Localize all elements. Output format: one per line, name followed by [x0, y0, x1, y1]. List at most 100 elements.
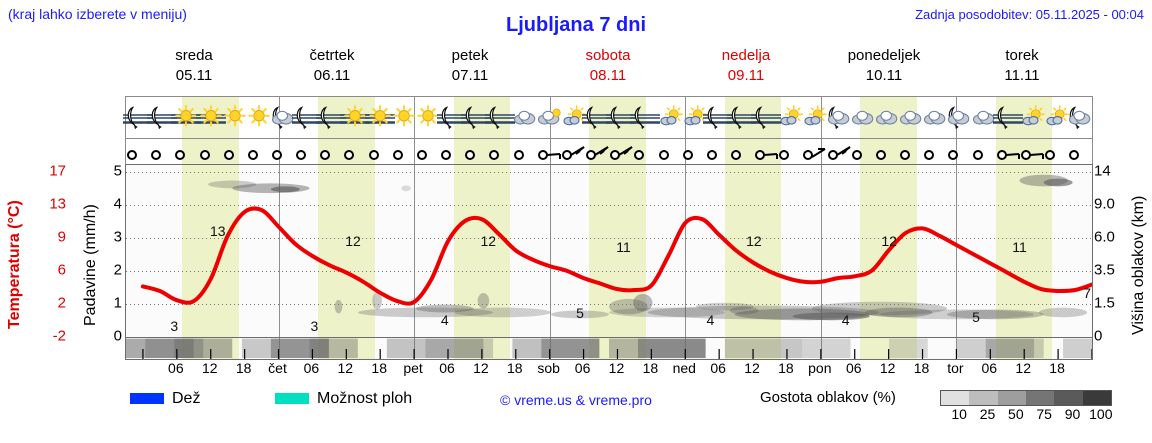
wind-barb-icon	[584, 141, 610, 163]
x-tick-label-7: 18	[371, 360, 387, 376]
day-column-6: ponedeljek 10.11	[815, 46, 953, 88]
sun-icon	[393, 105, 415, 127]
wind-barb-cell-31	[851, 139, 875, 165]
moon-fog-icon	[992, 103, 1023, 133]
sun-icon	[220, 103, 250, 133]
x-axis-tick-labels: 06 12 18 čet 06 12 18 pet 06 12 18 sob 06 12 18 ned 06 12…	[125, 360, 1091, 380]
weather-icon-cell-39	[1044, 97, 1069, 139]
day-name: nedelja	[721, 47, 771, 64]
weather-icon-cell-18	[537, 97, 561, 139]
wind-barb-cell-27	[753, 139, 779, 165]
moon-fog-icon	[485, 106, 516, 130]
cloud-scale-label-2: 25	[979, 406, 996, 422]
x-tick-label-3: 18	[235, 360, 252, 376]
cloud-scale-label-5: 90	[1064, 406, 1081, 422]
weather-icon-cell-30	[827, 97, 851, 139]
wind-barb-cell-26	[730, 139, 754, 165]
sun-fog-icon	[364, 103, 395, 133]
gridline-1	[126, 171, 1092, 173]
wind-barb-icon	[608, 141, 634, 163]
sun-icon	[223, 105, 246, 127]
cloud-scale-step-1	[941, 391, 970, 405]
temperature-curve	[126, 165, 1092, 359]
sun-cloud-icon	[780, 105, 804, 126]
wind-barb-strip	[125, 138, 1093, 165]
legend-rain: Dež	[130, 390, 200, 408]
cloud-scale-step-6	[1082, 391, 1111, 405]
copyright-link[interactable]: © vreme.us & vreme.pro	[500, 392, 652, 408]
wind-barb-cell-10	[343, 139, 367, 165]
day-date: 05.11	[175, 67, 213, 84]
sun-icon	[248, 105, 270, 127]
precip-ticks-4: 2	[113, 261, 122, 279]
moon-fog-icon	[751, 103, 782, 133]
wind-strip-barbs	[126, 139, 1092, 165]
location-menu-hint[interactable]: (kraj lahko izberete v meniju)	[8, 6, 187, 22]
day-date: 10.11	[865, 67, 903, 84]
x-tick-label-1: 06	[168, 360, 184, 376]
sun-cloud-icon	[659, 105, 683, 126]
calm-wind-icon	[415, 141, 441, 163]
legend-rain-label: Dež	[172, 390, 201, 407]
calm-wind-icon	[391, 141, 417, 163]
day-column-2: četrtek 06.11	[263, 46, 401, 88]
calm-wind-icon	[487, 141, 513, 163]
calm-wind-icon	[874, 141, 900, 163]
day-column-7: torek 11.11	[953, 46, 1091, 88]
wind-barb-cell-23	[657, 139, 681, 165]
last-update-label: Zadnja posodobitev: 05.11.2025 - 00:04	[915, 7, 1144, 22]
wind-barb-cell-1	[126, 139, 150, 165]
calm-wind-icon	[898, 141, 924, 163]
weather-icon-cell-40	[1068, 97, 1092, 139]
calm-wind-icon	[946, 141, 972, 163]
moon-fog-icon	[751, 106, 782, 130]
weather-icon-cell-6	[247, 97, 271, 139]
wind-barb-icon	[753, 141, 779, 163]
moon-fog-icon	[630, 103, 661, 133]
cloud-icon	[851, 110, 874, 125]
moon-cloud-icon	[268, 103, 298, 133]
weather-icon-cell-12	[392, 97, 416, 139]
wind-barb-cell-20	[585, 139, 609, 165]
moon-cloud-icon	[827, 106, 849, 130]
cloud-scale-label-4: 75	[1036, 406, 1052, 422]
cloud-icon	[510, 103, 540, 133]
wind-barb-icon	[560, 141, 586, 163]
temp-extreme-label-5: 12	[480, 232, 497, 249]
calm-wind-icon	[246, 141, 272, 163]
gridline-3	[126, 237, 1092, 239]
wind-barb-cell-3	[174, 139, 198, 165]
cloud-icon	[872, 103, 902, 133]
moon-fog-icon	[485, 103, 516, 133]
sun-cloud-icon	[799, 103, 829, 133]
wind-barb-cell-13	[416, 139, 440, 165]
day-divider-5	[820, 165, 822, 359]
day-date: 09.11	[727, 67, 765, 84]
wind-barb-cell-38	[1020, 139, 1044, 165]
temp-extreme-label-10: 4	[706, 312, 715, 329]
wind-barb-cell-33	[899, 139, 923, 165]
x-tick-label-24: tor	[947, 360, 964, 376]
weather-icon-cell-27	[751, 97, 782, 139]
x-tick-label-18: 12	[744, 360, 760, 376]
cloud-icon	[972, 110, 994, 125]
precip-ticks-1: 5	[113, 162, 122, 180]
moon-cloud-icon	[271, 106, 294, 130]
x-tick-label-2: 12	[201, 360, 218, 376]
calm-wind-icon	[705, 141, 731, 163]
sun-cloud-icon	[684, 105, 707, 126]
calm-wind-icon	[198, 141, 224, 163]
day-divider-2	[414, 165, 416, 359]
temp-extreme-label-7: 11	[616, 238, 631, 255]
calm-wind-icon	[125, 141, 151, 163]
wind-barb-cell-19	[561, 139, 585, 165]
temperature-axis-title: Temperatura (°C)	[6, 200, 23, 330]
gridline-5	[126, 303, 1092, 305]
plot-daynight-bands	[126, 165, 1092, 359]
day-date: 07.11	[451, 67, 489, 84]
sun-cloud-icon	[558, 103, 588, 133]
temperature-line	[140, 206, 1092, 306]
day-divider-2	[414, 139, 416, 165]
legend-showers-label: Možnost ploh	[317, 390, 413, 407]
calm-wind-icon	[632, 141, 658, 163]
